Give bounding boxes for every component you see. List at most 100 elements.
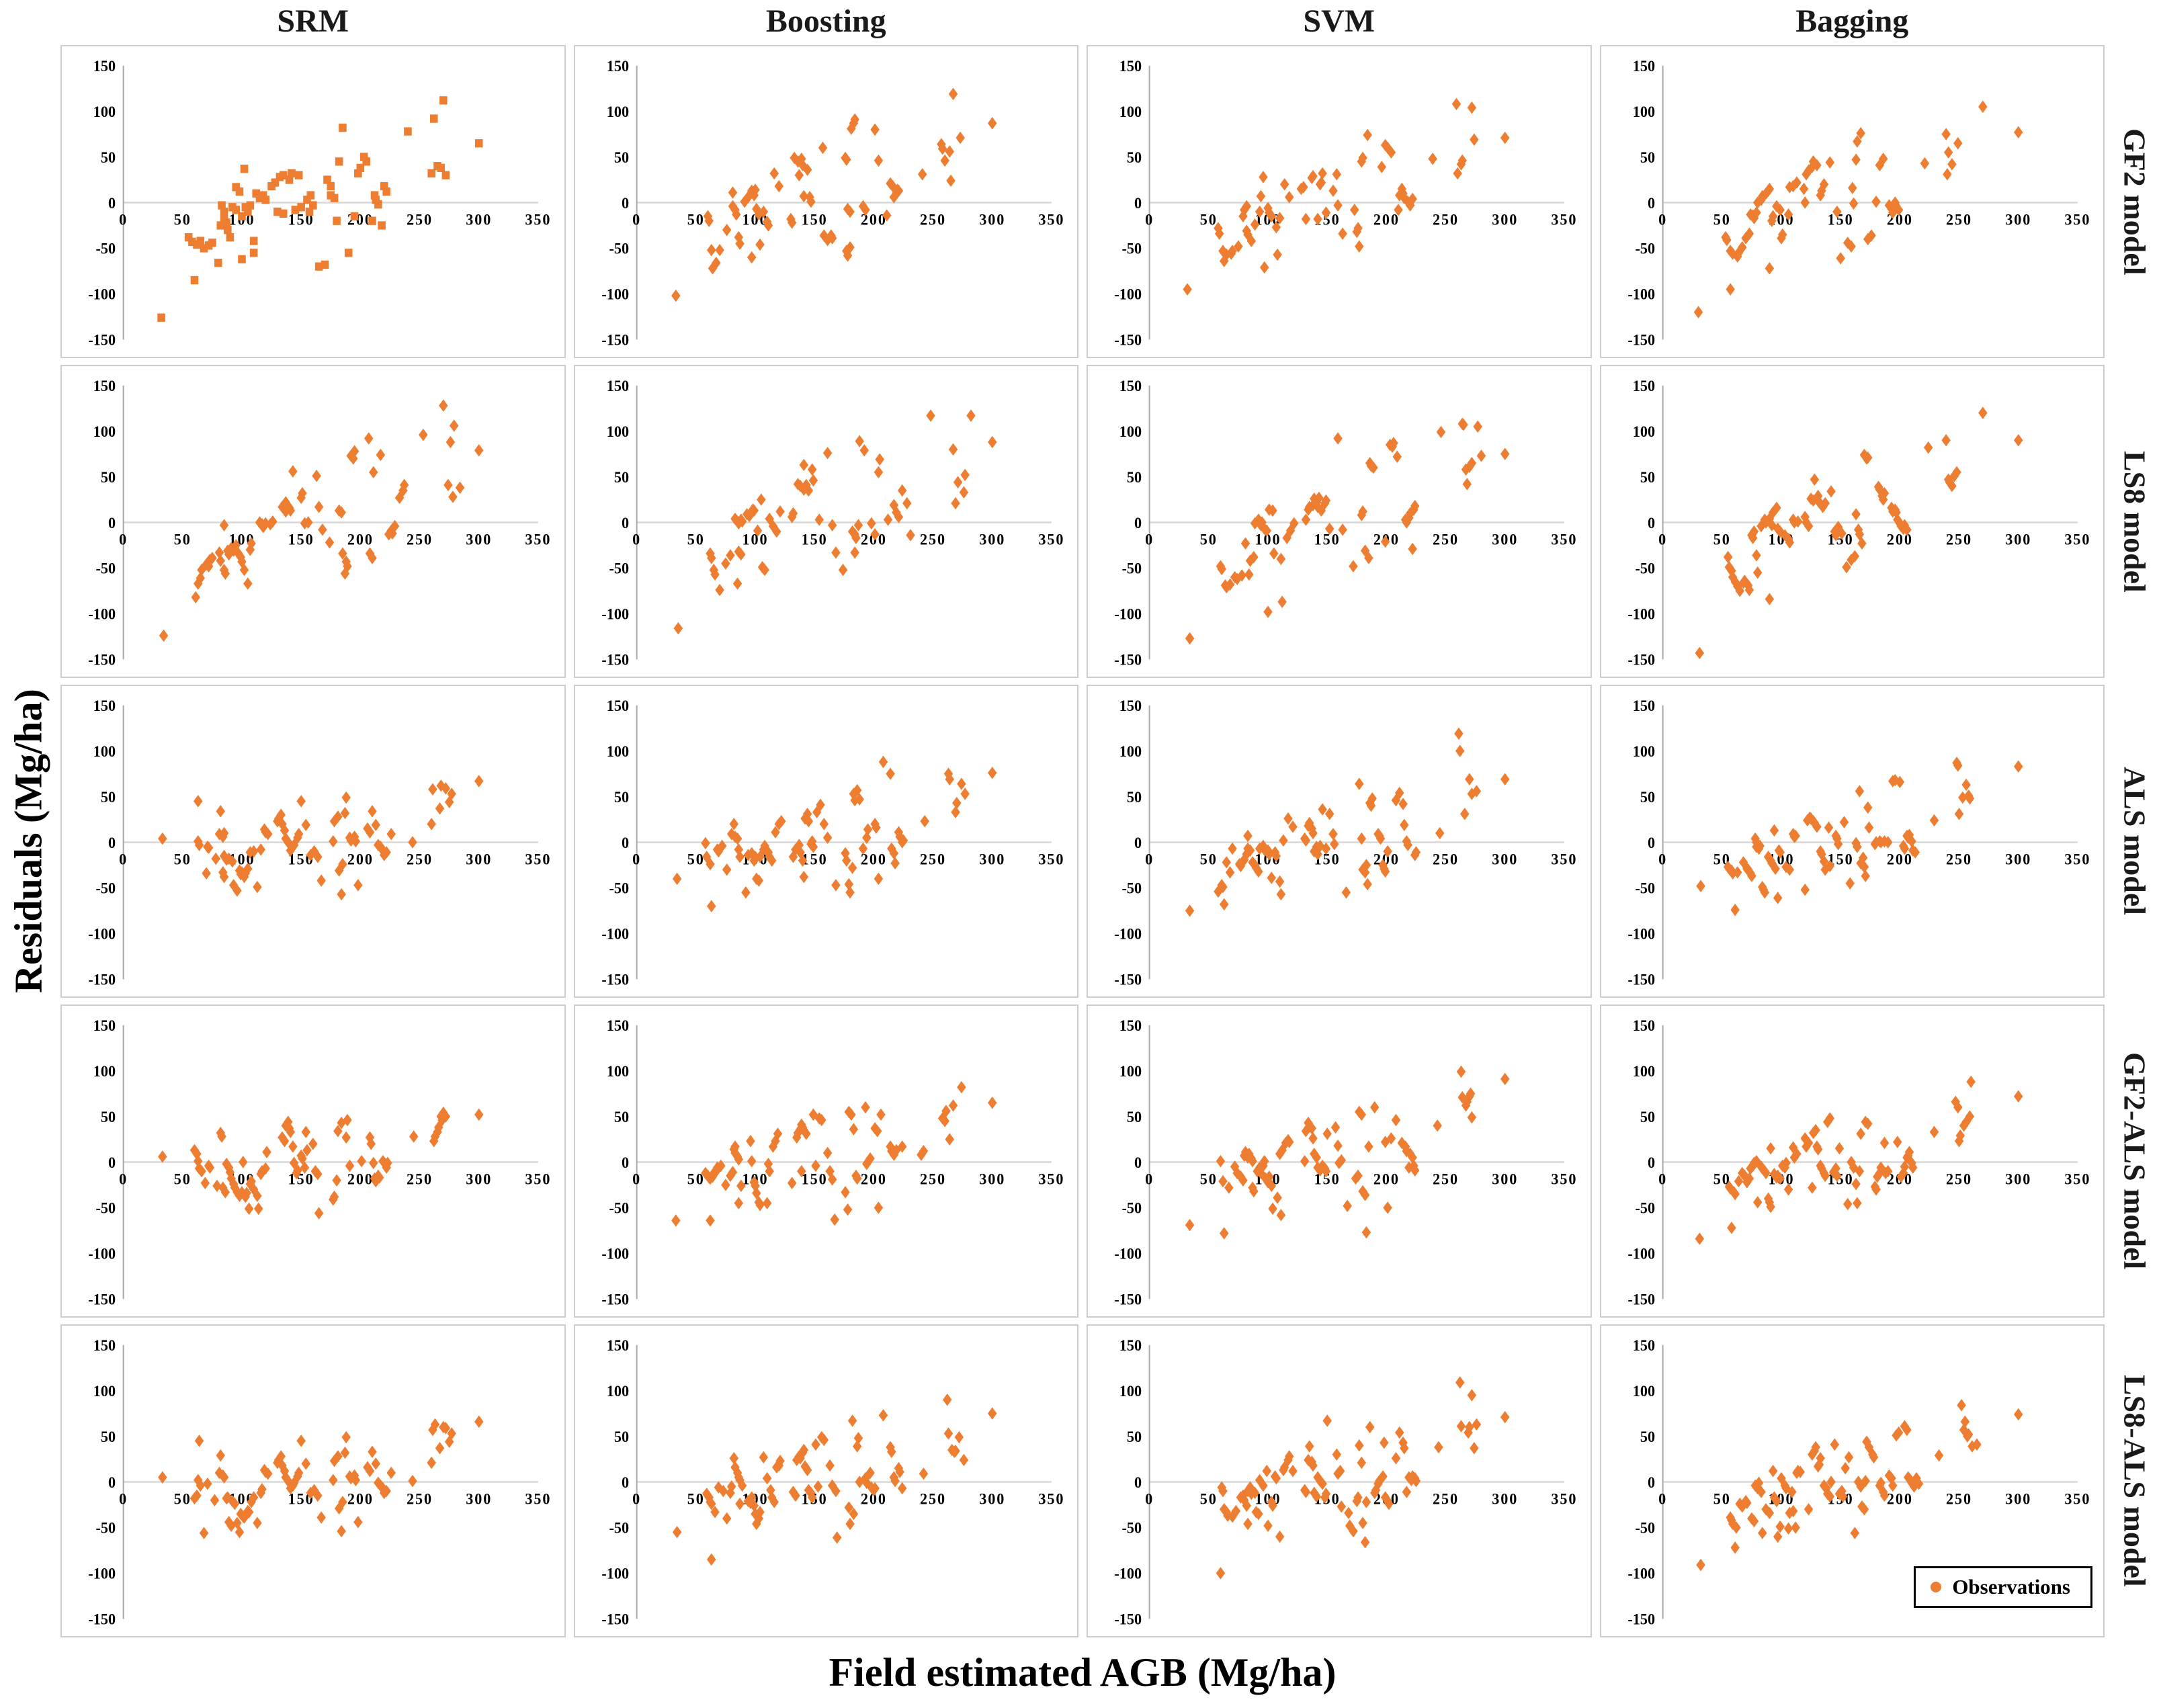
svg-text:50: 50 xyxy=(613,788,628,806)
svg-text:-150: -150 xyxy=(1627,1291,1655,1308)
scatter-panel-svm-gf2: -150 -100 -50 0 50 100 150 0 50 100 150 200 250 300 35… xyxy=(1087,45,1592,358)
svg-text:300: 300 xyxy=(466,531,492,548)
svg-text:350: 350 xyxy=(525,211,551,228)
svg-text:0: 0 xyxy=(1647,1154,1654,1171)
y-axis-label: Residuals (Mg/ha) xyxy=(6,689,50,994)
row-label-ls8als: LS8-ALS model xyxy=(2117,1375,2152,1587)
svg-text:250: 250 xyxy=(1946,1170,1972,1188)
svg-text:50: 50 xyxy=(1127,788,1142,806)
svg-text:-100: -100 xyxy=(1114,1245,1142,1263)
svg-text:100: 100 xyxy=(93,423,116,440)
svg-text:200: 200 xyxy=(347,531,374,548)
svg-text:150: 150 xyxy=(1632,377,1654,394)
svg-text:250: 250 xyxy=(920,211,946,228)
svg-text:350: 350 xyxy=(525,851,551,868)
legend-box: Observations xyxy=(1914,1566,2092,1608)
svg-text:50: 50 xyxy=(613,1428,628,1445)
svg-text:-100: -100 xyxy=(1114,925,1142,943)
svg-text:50: 50 xyxy=(1127,148,1142,166)
svg-text:-100: -100 xyxy=(601,925,629,943)
svg-text:350: 350 xyxy=(1551,1490,1577,1508)
svg-text:350: 350 xyxy=(1038,1170,1064,1188)
scatter-panel-bagging-ls8: -150 -100 -50 0 50 100 150 0 50 100 150 200 250 300 35… xyxy=(1599,365,2105,678)
scatter-chart: -150-100-5005010015005010015020025030035… xyxy=(1114,1336,1577,1627)
scatter-panel-srm-als: -150 -100 -50 0 50 100 150 0 50 100 150 200 250 300 35… xyxy=(60,685,566,998)
svg-text:-50: -50 xyxy=(96,1519,116,1537)
svg-text:50: 50 xyxy=(1127,1108,1142,1125)
svg-text:300: 300 xyxy=(1492,1170,1518,1188)
svg-text:0: 0 xyxy=(1647,514,1654,531)
svg-text:0: 0 xyxy=(1145,1170,1154,1188)
svg-text:-50: -50 xyxy=(1122,1199,1142,1217)
svg-text:0: 0 xyxy=(1647,194,1654,212)
svg-text:-150: -150 xyxy=(88,971,116,988)
svg-text:150: 150 xyxy=(1827,211,1853,228)
svg-text:50: 50 xyxy=(101,788,116,806)
svg-text:350: 350 xyxy=(1038,1490,1064,1508)
svg-text:0: 0 xyxy=(632,851,641,868)
svg-text:150: 150 xyxy=(288,531,314,548)
svg-text:50: 50 xyxy=(174,531,192,548)
svg-text:50: 50 xyxy=(687,1170,704,1188)
svg-text:200: 200 xyxy=(860,851,886,868)
scatter-chart: -150-100-5005010015005010015020025030035… xyxy=(1627,1017,2089,1308)
svg-text:50: 50 xyxy=(613,468,628,486)
svg-text:50: 50 xyxy=(1640,1108,1654,1125)
svg-text:50: 50 xyxy=(1640,1428,1654,1445)
svg-text:-50: -50 xyxy=(609,1199,629,1217)
svg-text:50: 50 xyxy=(101,148,116,166)
column-title-boosting: Boosting xyxy=(765,3,886,39)
svg-text:-50: -50 xyxy=(96,880,116,897)
scatter-panel-bagging-gf2als: -150-100-5005010015005010015020025030035… xyxy=(1599,1005,2105,1318)
svg-text:100: 100 xyxy=(606,742,628,760)
svg-text:0: 0 xyxy=(1658,1170,1667,1188)
svg-text:0: 0 xyxy=(632,1490,641,1508)
scatter-chart: -150-100-5005010015005010015020025030035… xyxy=(601,697,1063,988)
svg-text:300: 300 xyxy=(466,1170,492,1188)
svg-text:0: 0 xyxy=(621,834,628,851)
svg-text:350: 350 xyxy=(1551,1170,1577,1188)
svg-text:100: 100 xyxy=(93,742,116,760)
svg-text:50: 50 xyxy=(1127,468,1142,486)
scatter-panel-svm-als: -150 -100 -50 0 50 100 150 0 50 100 150 200 250 300 35… xyxy=(1087,685,1592,998)
svg-text:50: 50 xyxy=(1713,1490,1730,1508)
svg-text:250: 250 xyxy=(1946,1490,1972,1508)
svg-text:-50: -50 xyxy=(1122,880,1142,897)
svg-text:-150: -150 xyxy=(1627,971,1655,988)
svg-text:150: 150 xyxy=(1119,377,1142,394)
svg-text:0: 0 xyxy=(1145,211,1154,228)
svg-text:0: 0 xyxy=(1145,851,1154,868)
svg-text:150: 150 xyxy=(1632,697,1654,714)
svg-text:350: 350 xyxy=(525,1170,551,1188)
svg-text:-150: -150 xyxy=(1114,651,1142,669)
svg-text:150: 150 xyxy=(93,1017,116,1034)
svg-text:100: 100 xyxy=(606,423,628,440)
x-axis-label: Field estimated AGB (Mg/ha) xyxy=(829,1650,1337,1695)
svg-text:50: 50 xyxy=(174,1170,192,1188)
scatter-panel-boosting-als: -150-100-5005010015005010015020025030035… xyxy=(573,685,1078,998)
svg-text:0: 0 xyxy=(1658,211,1667,228)
svg-text:250: 250 xyxy=(407,531,433,548)
svg-text:250: 250 xyxy=(920,1170,946,1188)
scatter-panel-boosting-gf2: -150 -100 -50 0 50 100 150 0 50 100 150 200 250 300 35… xyxy=(573,45,1078,358)
svg-text:100: 100 xyxy=(93,1382,116,1400)
svg-text:50: 50 xyxy=(101,1108,116,1125)
svg-text:200: 200 xyxy=(1373,211,1400,228)
row-label-gf2: GF2 model xyxy=(2117,128,2152,275)
observations-marker-icon xyxy=(1931,1582,1942,1592)
svg-text:-50: -50 xyxy=(1635,560,1655,577)
svg-text:50: 50 xyxy=(687,851,704,868)
svg-text:350: 350 xyxy=(1551,211,1577,228)
svg-text:100: 100 xyxy=(606,1382,628,1400)
svg-text:150: 150 xyxy=(606,377,628,394)
svg-text:0: 0 xyxy=(1134,514,1142,531)
svg-text:250: 250 xyxy=(1946,211,1972,228)
svg-text:200: 200 xyxy=(1886,851,1912,868)
svg-text:-100: -100 xyxy=(601,286,629,303)
svg-text:-150: -150 xyxy=(88,651,116,669)
svg-text:50: 50 xyxy=(1200,211,1218,228)
svg-text:150: 150 xyxy=(801,531,827,548)
